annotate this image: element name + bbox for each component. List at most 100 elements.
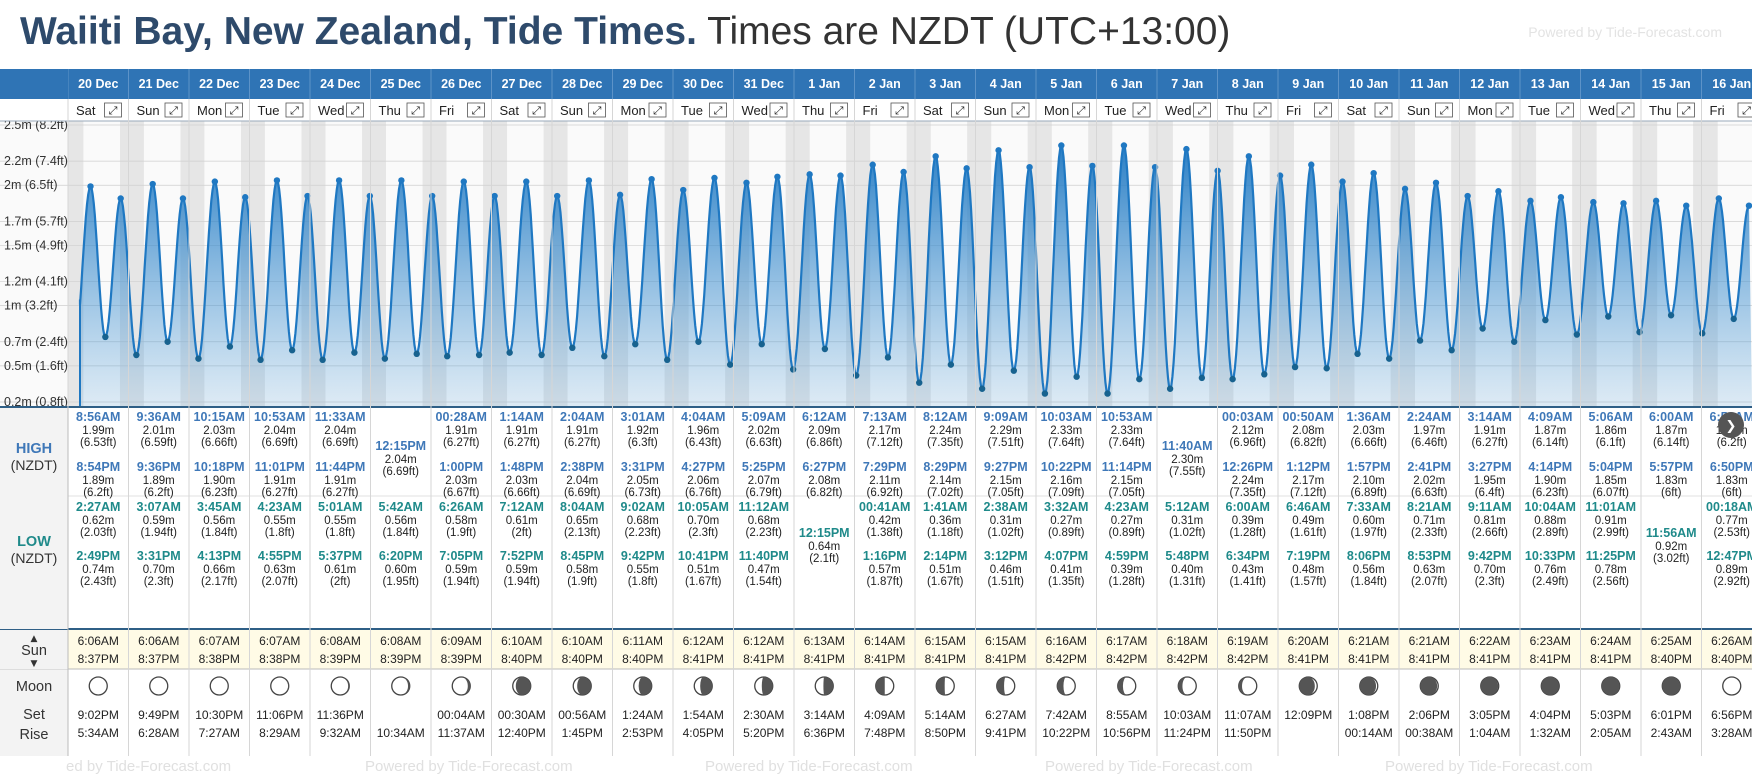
expand-day-button[interactable] xyxy=(285,102,304,118)
high-tide-height-ft: (6.67ft) xyxy=(443,487,480,499)
high-tide-height: 2.12m xyxy=(1232,425,1264,437)
footer-credit[interactable]: Powered by Tide-Forecast.com xyxy=(1045,758,1253,775)
high-tide-height-ft: (6.27ft) xyxy=(322,487,359,499)
expand-day-button[interactable] xyxy=(830,102,848,118)
night-band xyxy=(1632,121,1641,406)
high-tide-height: 1.86m xyxy=(1595,425,1627,437)
sunset-time: 8:41PM xyxy=(1348,652,1389,666)
expand-day-button[interactable] xyxy=(346,102,364,118)
high-tide-height-ft: (7.12ft) xyxy=(867,437,904,449)
moonrise-time: 11:37AM xyxy=(438,726,485,740)
expand-day-button[interactable] xyxy=(164,102,183,118)
expand-day-button[interactable] xyxy=(769,102,788,118)
high-tide-time: 1:57PM xyxy=(1347,460,1391,474)
low-tide-time: 7:05PM xyxy=(439,549,483,563)
high-tide-height-ft: (6.27ft) xyxy=(443,437,480,449)
low-tide-time: 5:01AM xyxy=(318,500,362,514)
expand-day-button[interactable] xyxy=(1011,102,1030,118)
low-tide-time: 9:02AM xyxy=(621,500,665,514)
moon-phase-shadow xyxy=(461,677,471,695)
low-tide-time: 11:56AM xyxy=(1646,526,1697,540)
night-band xyxy=(725,121,734,406)
high-tide-point xyxy=(491,192,498,200)
expand-day-button[interactable] xyxy=(1495,102,1514,118)
expand-day-button[interactable] xyxy=(1374,102,1393,118)
low-tide-time: 00:18AM xyxy=(1706,500,1752,514)
low-tide-time: 8:06PM xyxy=(1347,549,1391,563)
moonrise-time: 2:53PM xyxy=(622,726,663,740)
low-tide-height: 0.36m xyxy=(929,515,961,527)
expand-day-button[interactable] xyxy=(467,102,485,118)
day-date: 28 Dec xyxy=(562,77,602,91)
expand-day-button[interactable] xyxy=(104,102,122,118)
sunrise-time: 6:21AM xyxy=(1409,634,1450,648)
footer-credit[interactable]: Powered by Tide-Forecast.com xyxy=(705,758,913,775)
low-tide-point xyxy=(1041,390,1049,397)
high-tide-point xyxy=(87,183,94,190)
high-tide-time: 1:12PM xyxy=(1286,460,1330,474)
high-tide-time: 1:36AM xyxy=(1347,410,1391,424)
moonrise-time: 9:41PM xyxy=(985,726,1026,740)
high-tide-height: 2.03m xyxy=(445,475,477,487)
night-band xyxy=(664,121,673,406)
low-tide-time: 8:21AM xyxy=(1407,500,1451,514)
expand-day-button[interactable] xyxy=(1616,102,1635,118)
low-tide-point xyxy=(475,351,483,359)
high-tide-point xyxy=(398,177,405,184)
expand-day-button[interactable] xyxy=(406,102,425,118)
moon-phase-shadow xyxy=(1541,677,1559,695)
low-tide-height-ft: (1.94ft) xyxy=(504,576,541,588)
expand-day-button[interactable] xyxy=(1072,102,1090,118)
expand-day-button[interactable] xyxy=(1737,102,1752,118)
expand-day-button[interactable] xyxy=(588,102,606,118)
high-tide-height-ft: (6.2ft) xyxy=(1717,437,1747,449)
low-tide-time: 3:31PM xyxy=(137,549,181,563)
expand-day-button[interactable] xyxy=(1193,102,1211,118)
high-tide-point xyxy=(680,186,687,194)
scroll-right-button[interactable] xyxy=(1718,412,1744,438)
expand-day-button[interactable] xyxy=(1314,102,1332,118)
powered-by-header[interactable]: Powered by Tide-Forecast.com xyxy=(1528,24,1722,40)
low-tide-height-ft: (1.02ft) xyxy=(988,527,1025,539)
low-tide-point xyxy=(226,343,234,350)
footer-credit[interactable]: Powered by Tide-Forecast.com xyxy=(365,758,573,775)
expand-day-button[interactable] xyxy=(1132,102,1151,118)
expand-day-button[interactable] xyxy=(527,102,546,118)
low-tide-point xyxy=(381,355,389,362)
footer-credit[interactable]: ed by Tide-Forecast.com xyxy=(66,758,232,775)
expand-day-button[interactable] xyxy=(709,102,727,118)
low-tide-time: 10:04AM xyxy=(1525,500,1576,514)
high-tide-height: 2.02m xyxy=(1413,475,1445,487)
high-tide-height: 2.01m xyxy=(143,425,175,437)
moonset-time: 1:24AM xyxy=(622,708,663,722)
low-tide-height: 0.58m xyxy=(445,515,477,527)
high-tide-height: 2.11m xyxy=(869,475,900,487)
low-tide-point xyxy=(853,372,860,379)
moonset-time: 1:54AM xyxy=(683,708,724,722)
high-tide-point xyxy=(585,177,593,184)
low-tide-point xyxy=(1261,371,1268,378)
high-tide-point xyxy=(179,195,187,202)
moon-phase-shadow xyxy=(1662,677,1681,695)
sunset-time: 8:38PM xyxy=(259,652,300,666)
expand-day-button[interactable] xyxy=(1556,102,1574,118)
moon-phase-shadow xyxy=(1299,677,1315,695)
low-tide-height-ft: (2.53ft) xyxy=(1714,527,1751,539)
expand-day-button[interactable] xyxy=(951,102,969,118)
expand-day-button[interactable] xyxy=(1253,102,1272,118)
expand-icon: ⤢ xyxy=(1500,104,1509,117)
y-tick-label: 0.7m (2.4ft) xyxy=(4,335,68,349)
high-tide-height: 1.91m xyxy=(324,475,356,487)
high-tide-point xyxy=(1089,162,1096,170)
low-tide-height-ft: (1.28ft) xyxy=(1230,527,1267,539)
day-of-week: Mon xyxy=(1044,103,1069,118)
footer-credit[interactable]: Powered by Tide-Forecast.com xyxy=(1385,758,1593,775)
moon-phase-shadow xyxy=(936,677,946,695)
expand-day-button[interactable] xyxy=(225,102,243,118)
high-tide-height: 2.08m xyxy=(1292,425,1324,437)
expand-day-button[interactable] xyxy=(648,102,667,118)
day-date: 24 Dec xyxy=(320,77,360,91)
expand-day-button[interactable] xyxy=(1435,102,1453,118)
expand-day-button[interactable] xyxy=(1677,102,1695,118)
expand-day-button[interactable] xyxy=(890,102,909,118)
